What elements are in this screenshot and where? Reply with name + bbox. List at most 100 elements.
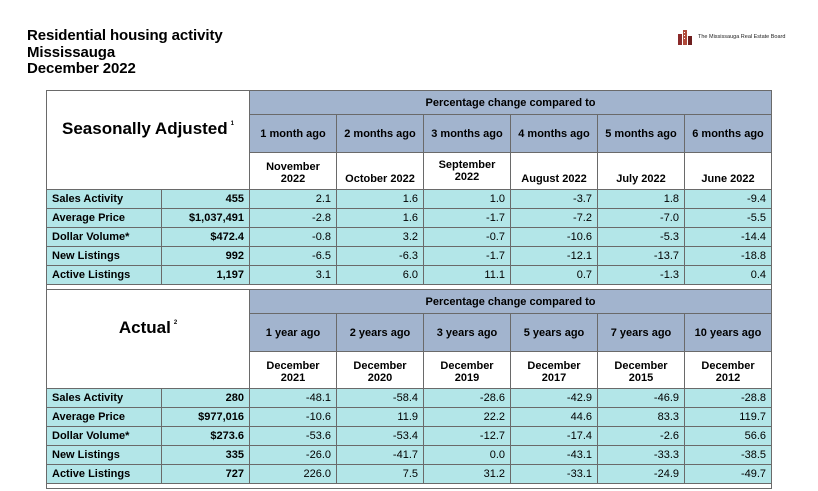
percent-change: 56.6	[683, 426, 773, 446]
table-row: New Listings 335 -26.0 -41.7 0.0 -43.1 -33.3 -3…	[46, 445, 773, 465]
period-date: December 2019	[423, 351, 511, 389]
row-value: 455	[161, 189, 250, 209]
percent-change: 0.4	[683, 265, 773, 285]
percent-change: -24.9	[597, 464, 685, 484]
percent-change: -17.4	[510, 426, 598, 446]
period-date: June 2022	[683, 152, 773, 190]
period-header: 7 years ago	[597, 313, 685, 352]
period-header: 6 months ago	[683, 114, 773, 153]
percent-change: -48.1	[249, 388, 337, 408]
period-header: 10 years ago	[683, 313, 773, 352]
blank-row	[45, 483, 773, 489]
period-date: December 2020	[336, 351, 424, 389]
row-label: New Listings	[46, 445, 162, 465]
table-title-cell: Seasonally Adjusted 1	[46, 90, 250, 190]
percent-change: -58.4	[336, 388, 424, 408]
percent-change: -6.5	[249, 246, 337, 266]
row-value: $1,037,491	[161, 208, 250, 228]
percent-change: -14.4	[683, 227, 773, 247]
percent-change: -42.9	[510, 388, 598, 408]
row-label: Active Listings	[46, 464, 162, 484]
comparison-banner: Percentage change compared to	[248, 289, 773, 314]
percent-change: 0.7	[510, 265, 598, 285]
report-period: December 2022	[27, 60, 136, 77]
percent-change: 7.5	[336, 464, 424, 484]
percent-change: 11.1	[423, 265, 511, 285]
building-icon	[678, 30, 692, 45]
footnote-marker: 2	[173, 320, 178, 326]
period-date: August 2022	[510, 152, 598, 190]
row-value: 335	[161, 445, 250, 465]
row-value: 992	[161, 246, 250, 266]
logo-text: The Mississauga Real Estate Board	[698, 34, 786, 40]
percent-change: -28.6	[423, 388, 511, 408]
percent-change: -26.0	[249, 445, 337, 465]
percent-change: 119.7	[683, 407, 773, 427]
row-value: $273.6	[161, 426, 250, 446]
row-value: 280	[161, 388, 250, 408]
row-label: Dollar Volume*	[46, 426, 162, 446]
row-value: $977,016	[161, 407, 250, 427]
mreb-logo: The Mississauga Real Estate Board	[677, 29, 785, 45]
percent-change: -13.7	[597, 246, 685, 266]
row-value: $472.4	[161, 227, 250, 247]
percent-change: -3.7	[510, 189, 598, 209]
period-header: 3 years ago	[423, 313, 511, 352]
percent-change: 44.6	[510, 407, 598, 427]
percent-change: 3.2	[336, 227, 424, 247]
period-header: 5 months ago	[597, 114, 685, 153]
percent-change: 22.2	[423, 407, 511, 427]
percent-change: -38.5	[683, 445, 773, 465]
row-label: Sales Activity	[46, 388, 162, 408]
report-city: Mississauga	[27, 43, 116, 61]
period-header: 2 months ago	[336, 114, 424, 153]
row-label: Active Listings	[46, 265, 162, 285]
table-row: Average Price $977,016 -10.6 11.9 22.2 44.6 83…	[46, 407, 773, 427]
percent-change: 1.0	[423, 189, 511, 209]
table-row: New Listings 992 -6.5 -6.3 -1.7 -12.1 -13.7 -18…	[46, 246, 773, 266]
percent-change: -1.7	[423, 208, 511, 228]
percent-change: 1.8	[597, 189, 685, 209]
table-row: Sales Activity 280 -48.1 -58.4 -28.6 -42.9 -46…	[46, 388, 773, 408]
percent-change: 226.0	[249, 464, 337, 484]
percent-change: -43.1	[510, 445, 598, 465]
footnote-marker: 1	[230, 121, 234, 127]
period-date: September 2022	[423, 152, 511, 190]
row-label: Average Price	[46, 208, 162, 228]
report-header: Residential housing activity Mississauga…	[27, 27, 223, 78]
comparison-banner: Percentage change compared to	[248, 90, 773, 115]
table-row: Dollar Volume* $273.6 -53.6 -53.4 -12.7 -17.4…	[46, 426, 773, 446]
percent-change: -53.4	[336, 426, 424, 446]
percent-change: -9.4	[683, 189, 773, 209]
period-date: October 2022	[336, 152, 424, 190]
table-row: Active Listings 1,197 3.1 6.0 11.1 0.7 -1.3 0.4	[46, 265, 773, 285]
percent-change: 2.1	[249, 189, 337, 209]
percent-change: 6.0	[336, 265, 424, 285]
table-title: Actual	[118, 318, 171, 337]
percent-change: 3.1	[249, 265, 337, 285]
table-row: Average Price $1,037,491 -2.8 1.6 -1.7 -7.2 -7…	[46, 208, 773, 228]
row-label: New Listings	[46, 246, 162, 266]
row-value: 1,197	[161, 265, 250, 285]
percent-change: 83.3	[597, 407, 685, 427]
table-row: Dollar Volume* $472.4 -0.8 3.2 -0.7 -10.6 -5.3…	[46, 227, 773, 247]
percent-change: -1.7	[423, 246, 511, 266]
percent-change: -33.1	[510, 464, 598, 484]
period-date: November 2022	[249, 152, 337, 190]
period-header: 4 months ago	[510, 114, 598, 153]
percent-change: -5.3	[597, 227, 685, 247]
percent-change: 0.0	[423, 445, 511, 465]
row-value: 727	[161, 464, 250, 484]
percent-change: -28.8	[683, 388, 773, 408]
percent-change: -7.0	[597, 208, 685, 228]
percent-change: -10.6	[510, 227, 598, 247]
percent-change: -0.8	[249, 227, 337, 247]
percent-change: -7.2	[510, 208, 598, 228]
percent-change: -2.8	[249, 208, 337, 228]
percent-change: -0.7	[423, 227, 511, 247]
row-label: Average Price	[46, 407, 162, 427]
table-title: Seasonally Adjusted	[62, 119, 228, 138]
percent-change: 31.2	[423, 464, 511, 484]
percent-change: -10.6	[249, 407, 337, 427]
period-header: 1 year ago	[249, 313, 337, 352]
